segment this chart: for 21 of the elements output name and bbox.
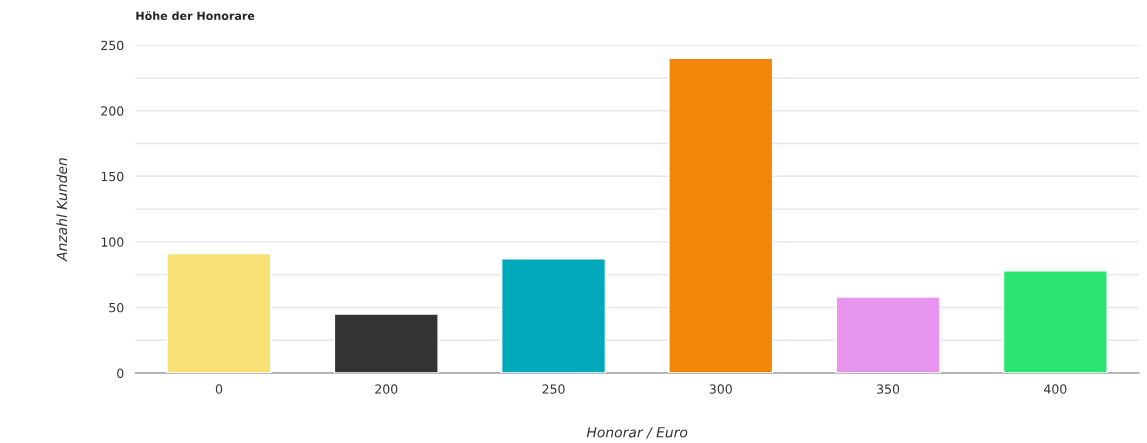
x-tick-label: 200 bbox=[375, 384, 398, 394]
x-tick-label: 400 bbox=[1044, 384, 1067, 394]
x-tick-label: 300 bbox=[709, 384, 732, 394]
y-tick-label: 200 bbox=[101, 106, 124, 116]
bar bbox=[668, 57, 774, 374]
chart-title: Höhe der Honorare bbox=[136, 11, 255, 20]
bar bbox=[500, 258, 607, 374]
y-tick-label: 0 bbox=[117, 368, 124, 378]
y-axis-title: Anzahl Kunden bbox=[56, 158, 68, 262]
bar bbox=[333, 313, 439, 374]
bar bbox=[166, 252, 272, 374]
x-axis-title: Honorar / Euro bbox=[586, 427, 688, 439]
y-tick-label: 250 bbox=[101, 40, 124, 51]
y-tick-label: 100 bbox=[101, 237, 124, 247]
x-tick-label: 0 bbox=[215, 384, 223, 394]
y-tick-label: 150 bbox=[101, 171, 124, 182]
y-tick-label: 50 bbox=[109, 302, 124, 313]
bar bbox=[1002, 270, 1108, 374]
bar bbox=[835, 296, 941, 374]
x-tick-label: 250 bbox=[542, 384, 565, 394]
x-tick-label: 350 bbox=[877, 384, 900, 394]
